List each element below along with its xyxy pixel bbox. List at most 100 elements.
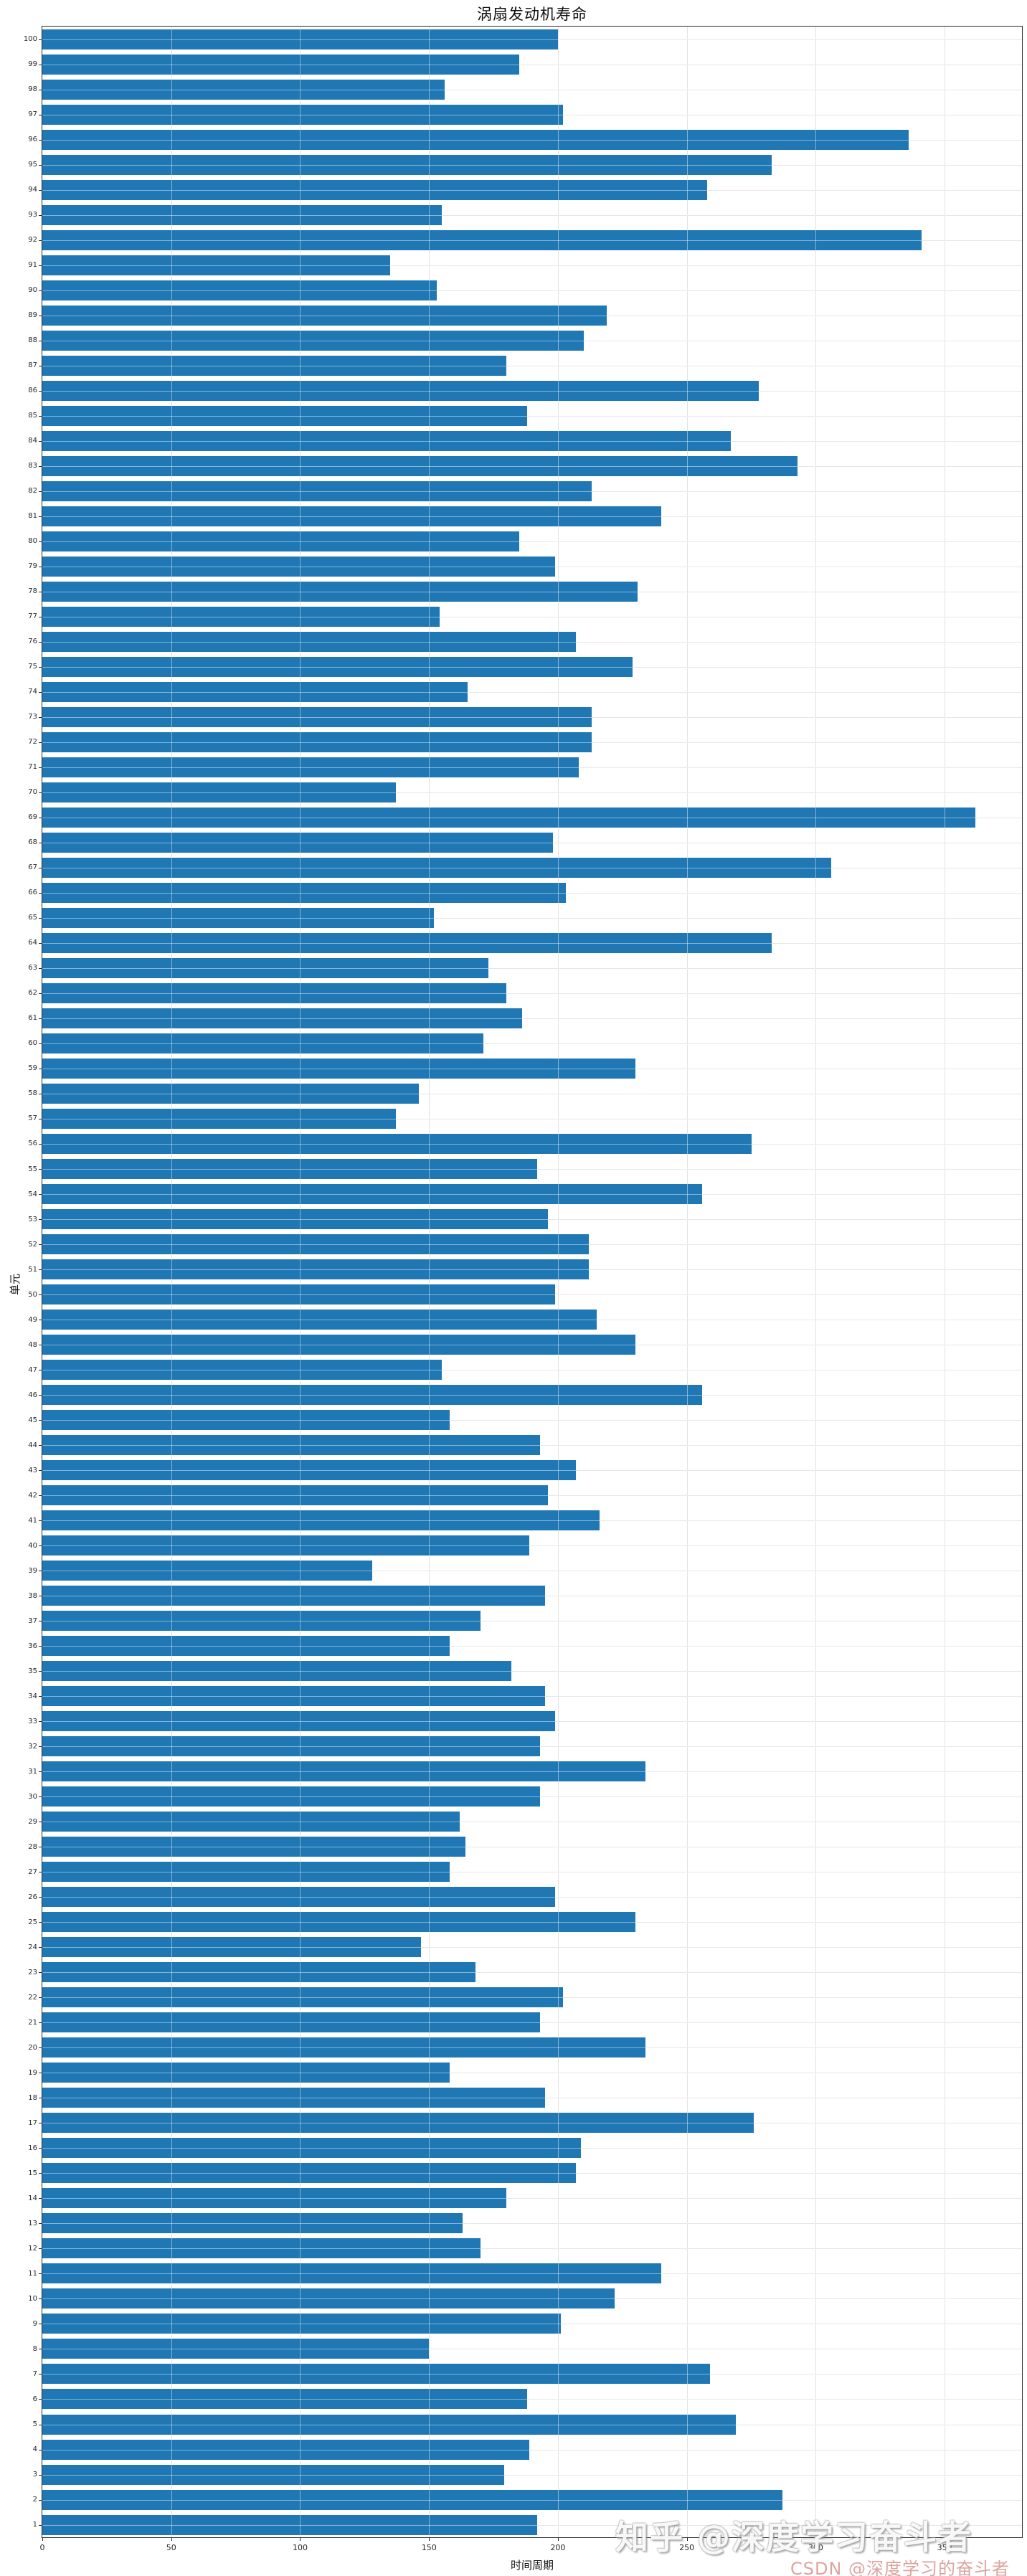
y-tick-label: 40 xyxy=(28,1541,37,1550)
gridline-horizontal xyxy=(42,1947,1022,1948)
gridline-horizontal-overlay xyxy=(42,1244,1022,1245)
gridline-horizontal xyxy=(42,967,1022,969)
y-tick-label: 23 xyxy=(28,1968,37,1976)
gridline-horizontal-overlay xyxy=(42,993,1022,994)
y-tick-mark xyxy=(39,39,42,40)
y-tick-mark xyxy=(39,2474,42,2476)
y-tick-label: 70 xyxy=(28,788,37,797)
gridline-horizontal xyxy=(42,290,1022,291)
bar-unit-39 xyxy=(42,1561,373,1581)
bar-unit-29 xyxy=(42,1812,460,1832)
bar-unit-34 xyxy=(42,1686,545,1707)
x-tick-mark xyxy=(429,2538,430,2541)
bar-unit-96 xyxy=(42,129,909,150)
bar-unit-59 xyxy=(42,1058,635,1079)
y-tick-label: 53 xyxy=(28,1215,37,1223)
x-tick-label: 50 xyxy=(166,2543,176,2552)
zhihu-watermark: 知乎 @深度学习奋斗者 xyxy=(615,2518,973,2557)
gridline-horizontal-overlay xyxy=(42,2298,1022,2300)
bar-unit-37 xyxy=(42,1611,481,1632)
gridline-horizontal xyxy=(42,792,1022,793)
bar-unit-13 xyxy=(42,2213,463,2234)
bar-unit-85 xyxy=(42,405,527,426)
bar-unit-75 xyxy=(42,656,633,677)
gridline-horizontal-overlay xyxy=(42,2173,1022,2174)
bar-unit-65 xyxy=(42,907,435,928)
bar-unit-4 xyxy=(42,2439,530,2460)
bar-unit-97 xyxy=(42,104,564,125)
y-tick-label: 42 xyxy=(28,1491,37,1500)
gridline-horizontal-overlay xyxy=(42,1470,1022,1472)
gridline-horizontal-overlay xyxy=(42,1696,1022,1697)
gridline-horizontal-overlay xyxy=(42,1143,1022,1145)
y-tick-mark xyxy=(39,1294,42,1295)
y-tick-label: 19 xyxy=(28,2068,37,2077)
y-tick-label: 7 xyxy=(32,2369,37,2378)
bar-unit-56 xyxy=(42,1133,752,1154)
gridline-vertical-overlay xyxy=(557,27,559,2537)
gridline-horizontal-overlay xyxy=(42,139,1022,141)
bar-unit-21 xyxy=(42,2012,540,2033)
y-tick-mark xyxy=(39,1470,42,1472)
y-tick-label: 44 xyxy=(28,1441,37,1449)
y-tick-label: 75 xyxy=(28,663,37,671)
y-tick-label: 91 xyxy=(28,261,37,270)
bar-unit-36 xyxy=(42,1636,450,1657)
y-tick-label: 84 xyxy=(28,437,37,445)
bar-unit-5 xyxy=(42,2414,736,2435)
y-tick-label: 10 xyxy=(28,2294,37,2303)
gridline-horizontal-overlay xyxy=(42,2198,1022,2199)
gridline-horizontal-overlay xyxy=(42,892,1022,894)
y-tick-mark xyxy=(39,2248,42,2250)
x-tick-label: 250 xyxy=(679,2543,695,2552)
y-tick-label: 60 xyxy=(28,1039,37,1048)
y-tick-mark xyxy=(39,1018,42,1019)
gridline-horizontal xyxy=(42,2399,1022,2400)
bar-unit-70 xyxy=(42,782,396,802)
y-tick-mark xyxy=(39,942,42,944)
gridline-horizontal-overlay xyxy=(42,1771,1022,1773)
y-tick-label: 65 xyxy=(28,914,37,922)
y-tick-label: 15 xyxy=(28,2169,37,2177)
gridline-horizontal xyxy=(42,2198,1022,2199)
bar-unit-61 xyxy=(42,1008,522,1028)
gridline-horizontal-overlay xyxy=(42,1420,1022,1421)
y-tick-label: 34 xyxy=(28,1692,37,1700)
y-tick-label: 4 xyxy=(32,2445,37,2453)
y-tick-mark xyxy=(39,2223,42,2225)
y-tick-label: 52 xyxy=(28,1240,37,1249)
bar-unit-84 xyxy=(42,430,731,451)
bar-unit-22 xyxy=(42,1987,564,2008)
gridline-vertical-overlay xyxy=(686,27,688,2537)
y-tick-mark xyxy=(39,691,42,693)
y-tick-mark xyxy=(39,164,42,166)
gridline-horizontal-overlay xyxy=(42,1445,1022,1446)
x-tick-mark xyxy=(171,2538,172,2541)
y-tick-mark xyxy=(39,139,42,141)
y-tick-label: 90 xyxy=(28,286,37,295)
y-tick-label: 35 xyxy=(28,1667,37,1675)
gridline-horizontal-overlay xyxy=(42,440,1022,442)
y-tick-mark xyxy=(39,767,42,768)
bar-unit-12 xyxy=(42,2238,481,2259)
gridline-horizontal-overlay xyxy=(42,641,1022,643)
y-tick-label: 79 xyxy=(28,562,37,571)
bar-unit-40 xyxy=(42,1535,530,1556)
y-tick-label: 33 xyxy=(28,1717,37,1725)
gridline-horizontal-overlay xyxy=(42,767,1022,768)
y-tick-label: 55 xyxy=(28,1165,37,1173)
bar-unit-44 xyxy=(42,1435,540,1456)
y-tick-label: 80 xyxy=(28,537,37,546)
y-tick-mark xyxy=(39,993,42,994)
x-tick-label: 100 xyxy=(292,2543,308,2552)
bar-unit-53 xyxy=(42,1209,548,1229)
bar-unit-3 xyxy=(42,2464,504,2485)
y-tick-mark xyxy=(39,1520,42,1522)
bar-unit-27 xyxy=(42,1862,450,1883)
gridline-horizontal xyxy=(42,1018,1022,1019)
gridline-horizontal-overlay xyxy=(42,1646,1022,1647)
y-tick-mark xyxy=(39,2148,42,2149)
bar-unit-86 xyxy=(42,380,759,401)
bar-unit-23 xyxy=(42,1962,475,1983)
bar-unit-1 xyxy=(42,2514,538,2535)
